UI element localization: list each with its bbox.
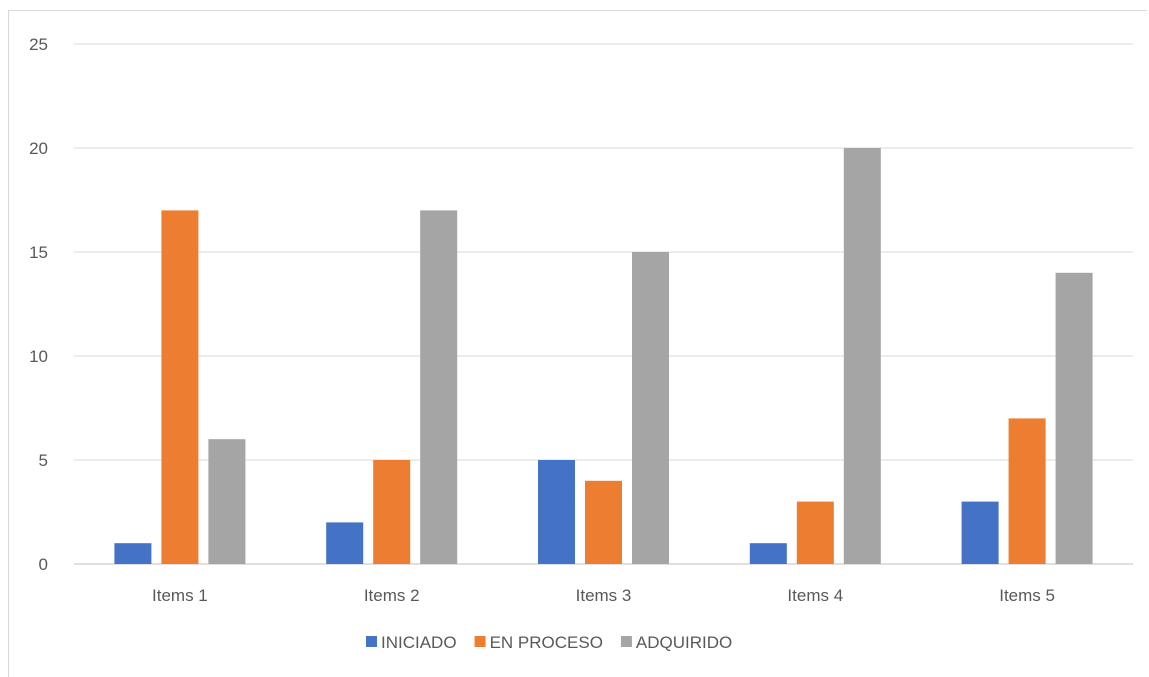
- y-axis-tick-labels: 0 5 10 15 20 25: [29, 35, 48, 574]
- x-category-label: Items 3: [576, 586, 632, 605]
- y-tick-label: 5: [39, 451, 48, 470]
- bar-iniciado-1: [114, 543, 152, 564]
- bar-iniciado-5: [961, 501, 999, 564]
- bar-adquirido-4: [843, 148, 881, 564]
- bar-en-proceso-1: [161, 210, 199, 564]
- x-category-label: Items 5: [999, 586, 1055, 605]
- legend: INICIADO EN PROCESO ADQUIRIDO: [366, 633, 732, 652]
- y-tick-label: 20: [29, 139, 48, 158]
- legend-swatch-en-proceso: [474, 636, 486, 647]
- bar-adquirido-1: [208, 439, 246, 564]
- y-tick-label: 15: [29, 243, 48, 262]
- x-category-label: Items 1: [152, 586, 208, 605]
- y-tick-label: 25: [29, 35, 48, 54]
- bar-en-proceso-4: [796, 501, 834, 564]
- legend-label-en-proceso: EN PROCESO: [490, 633, 603, 652]
- bars: [114, 148, 1093, 564]
- legend-label-adquirido: ADQUIRIDO: [636, 633, 732, 652]
- bar-en-proceso-5: [1008, 418, 1046, 564]
- bar-iniciado-3: [538, 460, 575, 564]
- bar-adquirido-2: [420, 210, 458, 564]
- bar-adquirido-3: [632, 252, 669, 564]
- x-category-label: Items 4: [787, 586, 843, 605]
- x-category-label: Items 2: [364, 586, 420, 605]
- legend-swatch-iniciado: [366, 636, 377, 647]
- chart-frame: [8, 10, 1147, 677]
- y-tick-label: 10: [29, 347, 48, 366]
- legend-swatch-adquirido: [620, 636, 632, 647]
- bar-iniciado-4: [749, 543, 787, 564]
- bar-iniciado-2: [326, 522, 364, 564]
- x-axis-category-labels: Items 1 Items 2 Items 3 Items 4 Items 5: [152, 586, 1055, 605]
- bar-en-proceso-2: [373, 460, 411, 564]
- legend-label-iniciado: INICIADO: [381, 633, 457, 652]
- bar-adquirido-5: [1055, 272, 1093, 564]
- bar-en-proceso-3: [585, 480, 622, 564]
- y-tick-label: 0: [39, 555, 48, 574]
